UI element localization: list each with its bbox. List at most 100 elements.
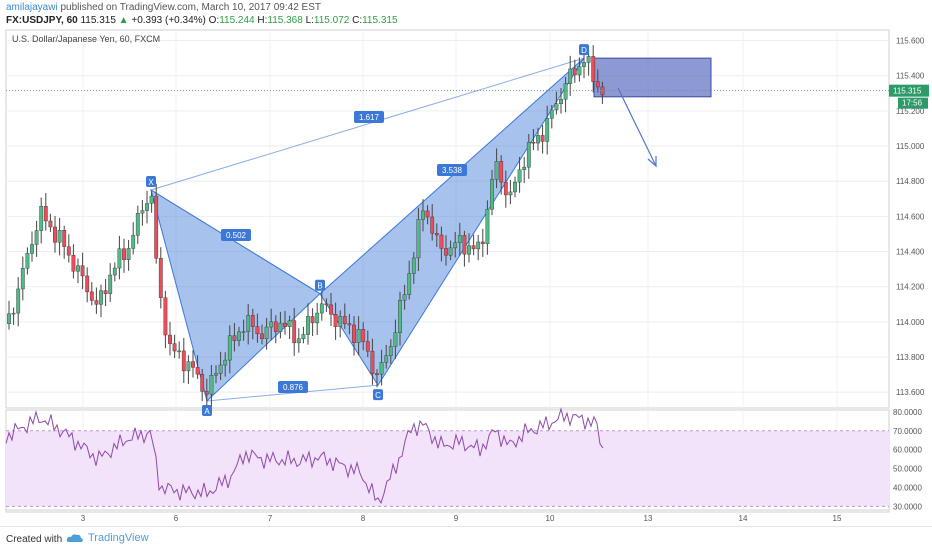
candle-body (292, 320, 297, 344)
ratio-label: 3.538 (442, 166, 463, 175)
pattern-point-label: X (148, 178, 154, 187)
candle (227, 325, 232, 374)
candle-body (223, 359, 228, 366)
candle-body (582, 62, 586, 67)
candle-body (499, 161, 504, 183)
open-value: 115.244 (219, 15, 255, 26)
candle (154, 183, 159, 264)
candle-body (388, 346, 393, 356)
candle (503, 170, 508, 208)
candle-body (76, 265, 80, 272)
candle-body (204, 391, 209, 395)
candle-body (444, 248, 448, 256)
price-tick-label: 115.200 (896, 107, 925, 116)
price-tick-label: 113.600 (896, 388, 925, 397)
candle (25, 247, 30, 275)
projection-arrowhead (647, 156, 657, 168)
candle (490, 169, 494, 216)
close-value: 115.315 (362, 15, 398, 26)
candle (264, 317, 269, 350)
candle-body (319, 303, 324, 314)
candle-body (71, 254, 76, 272)
candle-body (112, 267, 117, 276)
candle (393, 319, 398, 359)
candle (411, 252, 416, 284)
candle (324, 298, 329, 312)
candle-body (531, 141, 536, 144)
candle-body (108, 274, 113, 294)
price-tick-label: 114.600 (896, 212, 925, 221)
candle-body (462, 235, 467, 255)
candle (517, 156, 522, 193)
ac-line (206, 384, 379, 402)
candle (310, 308, 315, 336)
candle (462, 230, 467, 267)
candle-body (140, 210, 145, 214)
candle (531, 129, 536, 151)
candle-body (57, 230, 62, 243)
candle (163, 290, 168, 349)
candle (319, 291, 324, 321)
target-zone (593, 57, 712, 98)
candle (30, 231, 34, 262)
candle (494, 148, 499, 189)
cloud-icon (66, 534, 83, 542)
candle-body (260, 333, 264, 339)
candle-body (554, 103, 559, 111)
candle (361, 322, 366, 351)
candle-body (200, 374, 205, 392)
candle-body (80, 265, 85, 277)
candle-body (209, 375, 214, 395)
price-change: +0.393 (+0.34%) (131, 15, 206, 26)
tradingview-brand[interactable]: TradingView (66, 532, 149, 544)
candle (347, 314, 352, 335)
candle-body (273, 321, 278, 332)
candle-body (434, 233, 439, 236)
candle (177, 341, 182, 359)
candle-body (191, 361, 195, 368)
candle-body (39, 206, 44, 231)
candle-body (439, 234, 444, 249)
candle (126, 240, 131, 271)
candle (595, 69, 600, 93)
time-tick-label: 13 (644, 514, 653, 523)
price-chart[interactable]: 115.600 115.400 115.200 115.000 114.800 114.6… (0, 0, 932, 526)
current-price-badge (889, 84, 929, 97)
candle-body (269, 321, 274, 328)
candle-body (471, 245, 476, 250)
candle (191, 350, 195, 378)
candle (71, 244, 76, 279)
candle-body (181, 350, 186, 372)
author-link[interactable]: amilajayawi (6, 2, 58, 13)
candle (591, 45, 596, 93)
low-label: L: (305, 15, 314, 26)
candle-body (99, 290, 103, 305)
rsi-tick-label: 70.0000 (893, 427, 922, 436)
publish-line: amilajayawi published on TradingView.com… (6, 1, 321, 14)
candle (315, 302, 320, 335)
rsi-tick-label: 50.0000 (893, 465, 922, 474)
candle-body (421, 210, 425, 220)
candle-body (513, 181, 517, 193)
candle (301, 326, 306, 344)
candle-body (448, 247, 453, 256)
candle-body (338, 316, 343, 327)
candle (7, 300, 11, 330)
candle (453, 231, 458, 258)
candle-body (53, 226, 57, 243)
candle (62, 225, 67, 259)
candle-body (30, 244, 34, 254)
candle-body (66, 246, 71, 256)
candle-body (34, 230, 39, 245)
candle (448, 240, 453, 261)
candle-body (563, 83, 568, 100)
projection-arrow (617, 87, 657, 167)
pattern-point-label: B (317, 282, 322, 291)
candle (439, 226, 444, 262)
candle-body (195, 367, 200, 375)
candle (508, 179, 513, 205)
candle (352, 316, 356, 356)
candle-body (402, 294, 407, 301)
candle-body (315, 312, 320, 324)
candle-body (25, 253, 30, 269)
